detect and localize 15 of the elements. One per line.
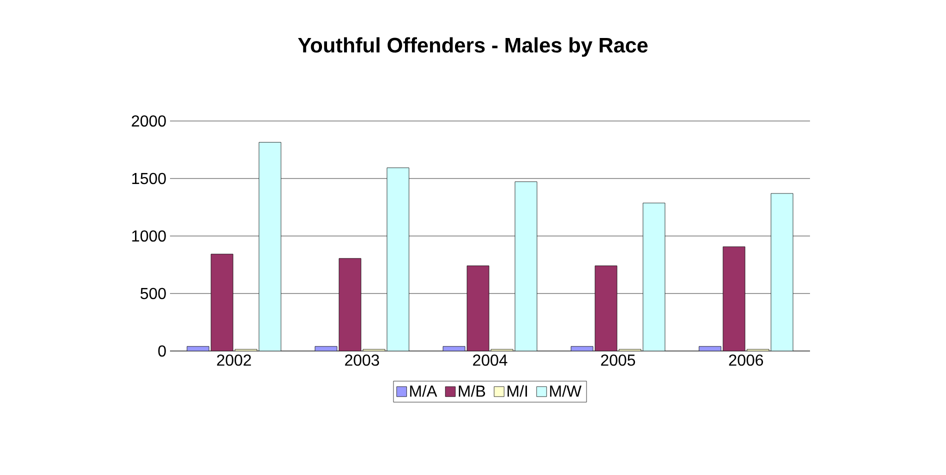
x-tick-label: 2004 <box>473 354 508 366</box>
y-tick-label: 2000 <box>132 115 166 127</box>
y-tick-label: 1000 <box>132 230 166 242</box>
x-tick-label: 2003 <box>345 354 380 366</box>
y-tick-label: 500 <box>140 288 166 300</box>
y-tick-label: 1500 <box>132 172 166 184</box>
y-tick-label: 0 <box>158 345 166 357</box>
legend-label: M/A <box>410 385 438 397</box>
x-tick-label: 2002 <box>217 354 251 366</box>
legend-label: M/B <box>458 385 486 397</box>
legend-label: M/W <box>550 385 582 397</box>
x-tick-label: 2006 <box>729 354 764 366</box>
x-tick-label: 2005 <box>601 354 636 366</box>
legend-label: M/I <box>508 385 527 397</box>
chart-title: Youthful Offenders - Males by Race <box>298 37 648 57</box>
